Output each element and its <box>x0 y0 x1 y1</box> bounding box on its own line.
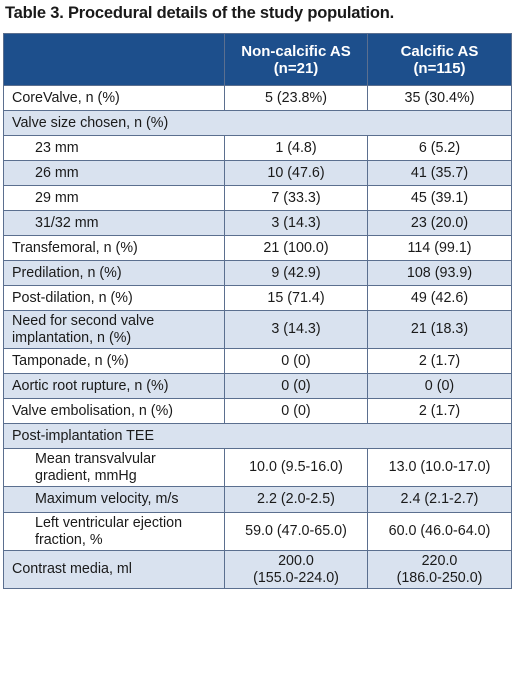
cell-non-calcific: 9 (42.9) <box>224 260 368 286</box>
row-label: Left ventricular ejection fraction, % <box>3 512 225 551</box>
header-calcific: Calcific AS (n=115) <box>367 33 512 86</box>
cell-non-calcific: 200.0 (155.0-224.0) <box>224 550 368 589</box>
table-row: Valve size chosen, n (%) <box>3 110 512 136</box>
header-blank-cell <box>3 33 225 86</box>
cell-non-calcific: 3 (14.3) <box>224 210 368 236</box>
row-label: Transfemoral, n (%) <box>3 235 225 261</box>
table-row: 23 mm 1 (4.8) 6 (5.2) <box>3 135 512 161</box>
table-row: Post-dilation, n (%) 15 (71.4) 49 (42.6) <box>3 285 512 311</box>
cell-calcific: 2.4 (2.1-2.7) <box>367 486 512 513</box>
row-label: Predilation, n (%) <box>3 260 225 286</box>
header-non-calcific: Non-calcific AS (n=21) <box>224 33 368 86</box>
row-label: Contrast media, ml <box>3 550 225 589</box>
row-label: Tamponade, n (%) <box>3 348 225 374</box>
table-row: 26 mm 10 (47.6) 41 (35.7) <box>3 160 512 186</box>
cell-calcific: 21 (18.3) <box>367 310 512 349</box>
cell-calcific: 220.0 (186.0-250.0) <box>367 550 512 589</box>
table-row: Transfemoral, n (%) 21 (100.0) 114 (99.1) <box>3 235 512 261</box>
table-row: Valve embolisation, n (%) 0 (0) 2 (1.7) <box>3 398 512 424</box>
table-row: Predilation, n (%) 9 (42.9) 108 (93.9) <box>3 260 512 286</box>
cell-non-calcific: 3 (14.3) <box>224 310 368 349</box>
table-header-row: Non-calcific AS (n=21) Calcific AS (n=11… <box>3 33 512 86</box>
cell-non-calcific: 5 (23.8%) <box>224 85 368 111</box>
table-row: CoreValve, n (%) 5 (23.8%) 35 (30.4%) <box>3 85 512 111</box>
table-row: Contrast media, ml 200.0 (155.0-224.0) 220.… <box>3 550 512 589</box>
cell-non-calcific: 7 (33.3) <box>224 185 368 211</box>
row-label: 23 mm <box>3 135 225 161</box>
cell-calcific: 49 (42.6) <box>367 285 512 311</box>
table-row: 29 mm 7 (33.3) 45 (39.1) <box>3 185 512 211</box>
row-label: 31/32 mm <box>3 210 225 236</box>
cell-non-calcific: 0 (0) <box>224 398 368 424</box>
procedural-details-table: Non-calcific AS (n=21) Calcific AS (n=11… <box>3 33 512 589</box>
table-row: 31/32 mm 3 (14.3) 23 (20.0) <box>3 210 512 236</box>
cell-non-calcific: 0 (0) <box>224 373 368 399</box>
cell-non-calcific: 59.0 (47.0-65.0) <box>224 512 368 551</box>
table-row: Left ventricular ejection fraction, % 59.0… <box>3 512 512 551</box>
cell-calcific: 2 (1.7) <box>367 398 512 424</box>
row-label: 29 mm <box>3 185 225 211</box>
row-label: CoreValve, n (%) <box>3 85 225 111</box>
table-row: Aortic root rupture, n (%) 0 (0) 0 (0) <box>3 373 512 399</box>
cell-calcific: 60.0 (46.0-64.0) <box>367 512 512 551</box>
row-label: Post-dilation, n (%) <box>3 285 225 311</box>
table-title: Table 3. Procedural details of the study… <box>5 4 395 22</box>
table-row: Post-implantation TEE <box>3 423 512 449</box>
cell-calcific: 108 (93.9) <box>367 260 512 286</box>
cell-calcific: 0 (0) <box>367 373 512 399</box>
cell-non-calcific: 21 (100.0) <box>224 235 368 261</box>
cell-calcific: 2 (1.7) <box>367 348 512 374</box>
cell-calcific: 41 (35.7) <box>367 160 512 186</box>
row-label: Valve size chosen, n (%) <box>3 110 512 136</box>
row-label: 26 mm <box>3 160 225 186</box>
cell-non-calcific: 2.2 (2.0-2.5) <box>224 486 368 513</box>
row-label: Maximum velocity, m/s <box>3 486 225 513</box>
cell-non-calcific: 15 (71.4) <box>224 285 368 311</box>
table-row: Tamponade, n (%) 0 (0) 2 (1.7) <box>3 348 512 374</box>
cell-non-calcific: 10.0 (9.5-16.0) <box>224 448 368 487</box>
cell-non-calcific: 10 (47.6) <box>224 160 368 186</box>
row-label: Valve embolisation, n (%) <box>3 398 225 424</box>
row-label: Aortic root rupture, n (%) <box>3 373 225 399</box>
cell-calcific: 114 (99.1) <box>367 235 512 261</box>
table-row: Mean transvalvular gradient, mmHg 10.0 (9.… <box>3 448 512 487</box>
cell-calcific: 6 (5.2) <box>367 135 512 161</box>
cell-calcific: 13.0 (10.0-17.0) <box>367 448 512 487</box>
table-row: Maximum velocity, m/s 2.2 (2.0-2.5) 2.4 (2… <box>3 486 512 513</box>
table-body: CoreValve, n (%) 5 (23.8%) 35 (30.4%) Valve… <box>3 85 512 589</box>
cell-calcific: 23 (20.0) <box>367 210 512 236</box>
cell-calcific: 35 (30.4%) <box>367 85 512 111</box>
table-row: Need for second valve implantation, n (%)… <box>3 310 512 349</box>
cell-non-calcific: 0 (0) <box>224 348 368 374</box>
row-label: Post-implantation TEE <box>3 423 512 449</box>
row-label: Need for second valve implantation, n (%) <box>3 310 225 349</box>
cell-calcific: 45 (39.1) <box>367 185 512 211</box>
cell-non-calcific: 1 (4.8) <box>224 135 368 161</box>
row-label: Mean transvalvular gradient, mmHg <box>3 448 225 487</box>
